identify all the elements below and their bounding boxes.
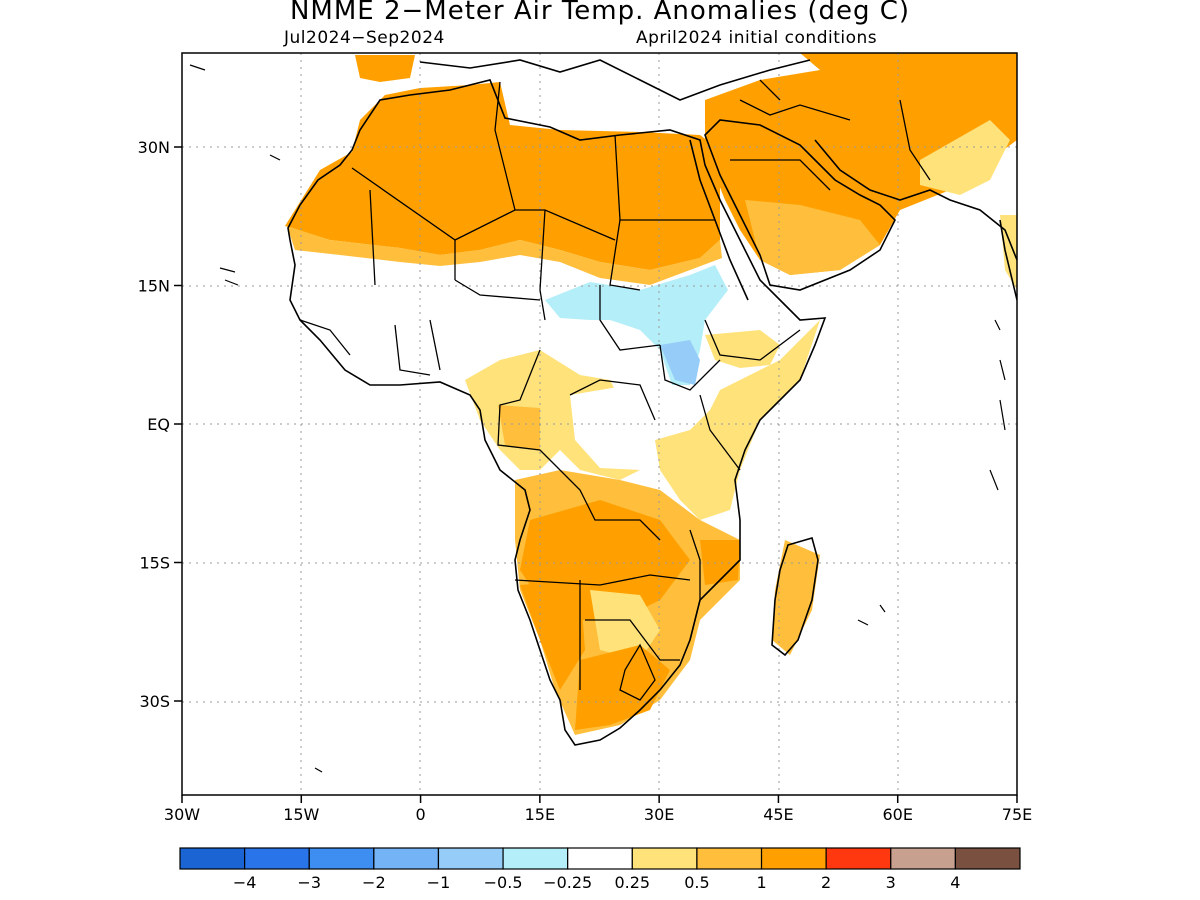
india-west-coast xyxy=(999,219,1017,301)
latitude-axis: 30N 15N EQ 15S 30S xyxy=(138,138,182,711)
country-borders xyxy=(299,79,931,701)
lat-tick-label: EQ xyxy=(147,415,170,434)
colorbar-swatch xyxy=(825,847,892,870)
madagascar-warm xyxy=(772,540,820,655)
colorbar-label: 4 xyxy=(950,873,960,892)
lon-tick-label: 0 xyxy=(415,805,425,824)
gabon-warm xyxy=(498,405,540,450)
colorbar-swatch xyxy=(890,847,956,870)
forecast-period: Jul2024−Sep2024 xyxy=(284,28,445,48)
mozambique-warm xyxy=(700,540,740,585)
colorbar-swatch xyxy=(502,847,569,870)
arabia-coast xyxy=(704,119,896,291)
colorbar-label: −4 xyxy=(233,873,257,892)
lat-tick-label: 15S xyxy=(139,554,170,573)
islands xyxy=(189,64,1006,773)
anomaly-shading xyxy=(285,53,1017,735)
south-africa-warm xyxy=(575,645,670,730)
colorbar-swatch xyxy=(437,847,504,870)
lat-tick-label: 30S xyxy=(139,692,170,711)
med-north xyxy=(419,59,811,101)
colorbar-label: 2 xyxy=(821,873,831,892)
colorbar-label: −0.25 xyxy=(543,873,592,892)
colorbar-swatch xyxy=(696,847,763,870)
colorbar-swatch xyxy=(308,847,375,870)
colorbar-label: −1 xyxy=(427,873,451,892)
colorbar-label: 3 xyxy=(886,873,896,892)
congo-white xyxy=(570,385,655,470)
north-coast-warm xyxy=(355,55,415,82)
colorbar-swatch xyxy=(567,847,633,870)
colorbar-swatch xyxy=(954,847,1021,870)
colorbar-label: −3 xyxy=(297,873,321,892)
lon-tick-label: 60E xyxy=(882,805,912,824)
colorbar-swatch xyxy=(373,847,440,870)
india-light xyxy=(1000,215,1017,290)
horn-light xyxy=(705,330,780,368)
colorbar: −4 −3 −2 −1 −0.5 −0.25 0.25 0.5 1 2 3 4 xyxy=(179,847,1021,892)
colorbar-label: 0.25 xyxy=(614,873,650,892)
madagascar-coast xyxy=(771,537,819,657)
europe-warm xyxy=(640,53,1017,275)
graticule xyxy=(182,53,1017,795)
lon-tick-label: 30E xyxy=(644,805,674,824)
sahara-warm-region xyxy=(285,82,720,270)
africa-coastline xyxy=(287,79,827,746)
colorbar-label: −0.5 xyxy=(484,873,523,892)
lat-tick-label: 15N xyxy=(138,277,170,296)
colorbar-swatch xyxy=(244,847,310,870)
colorbar-swatch xyxy=(760,847,827,870)
longitude-axis: 30W 15W 0 15E 30E 45E 60E 75E xyxy=(164,795,1032,824)
lat-tick-label: 30N xyxy=(138,138,170,157)
initial-conditions: April2024 initial conditions xyxy=(636,28,878,48)
south-sudan-cool xyxy=(660,340,700,385)
persian-gulf xyxy=(814,139,1017,261)
lon-tick-label: 45E xyxy=(763,805,793,824)
colorbar-label: 1 xyxy=(756,873,766,892)
sahel-light-band xyxy=(287,226,722,285)
lon-tick-label: 15E xyxy=(525,805,555,824)
coastlines xyxy=(287,59,1017,746)
colorbar-label: −2 xyxy=(362,873,386,892)
map-title: NMME 2−Meter Air Temp. Anomalies (deg C) xyxy=(289,0,911,26)
lon-tick-label: 30W xyxy=(164,805,200,824)
botswana-light xyxy=(590,590,660,660)
map-area xyxy=(182,53,1017,795)
lon-tick-label: 75E xyxy=(1002,805,1032,824)
lon-tick-label: 15W xyxy=(283,805,319,824)
colorbar-swatch xyxy=(631,847,698,870)
namibia-warm xyxy=(520,580,585,690)
colorbar-label: 0.5 xyxy=(684,873,709,892)
iran-light xyxy=(920,120,1010,195)
colorbar-swatch xyxy=(179,847,246,870)
